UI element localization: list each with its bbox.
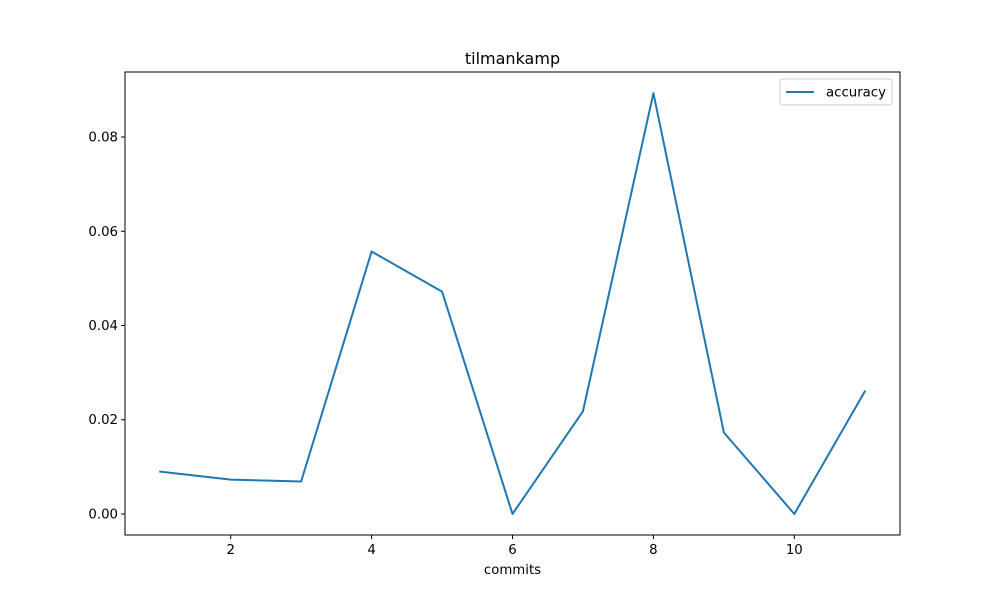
x-tick-label: 2 <box>226 543 234 558</box>
legend-label: accuracy <box>826 86 886 101</box>
x-tick-label: 6 <box>508 543 516 558</box>
y-tick-label: 0.02 <box>88 413 118 428</box>
legend-box <box>779 78 893 106</box>
y-tick-label: 0.08 <box>88 131 118 146</box>
series-line-accuracy <box>159 92 867 515</box>
legend[interactable]: accuracy <box>779 78 893 106</box>
y-tick-label: 0.06 <box>88 225 118 240</box>
chart-title: tilmankamp <box>465 49 560 68</box>
axes-frame <box>124 71 901 536</box>
y-tick-label: 0.04 <box>88 319 118 334</box>
x-tick-label: 8 <box>649 543 657 558</box>
y-axis: 0.00 0.02 0.04 0.06 0.08 <box>88 131 125 522</box>
x-tick-label: 10 <box>786 543 803 558</box>
y-tick-label: 0.00 <box>88 507 118 522</box>
x-axis-title: commits <box>484 563 541 578</box>
x-axis: 2 4 6 8 10 <box>226 535 803 558</box>
x-tick-label: 4 <box>367 543 375 558</box>
series-layer <box>159 92 867 515</box>
